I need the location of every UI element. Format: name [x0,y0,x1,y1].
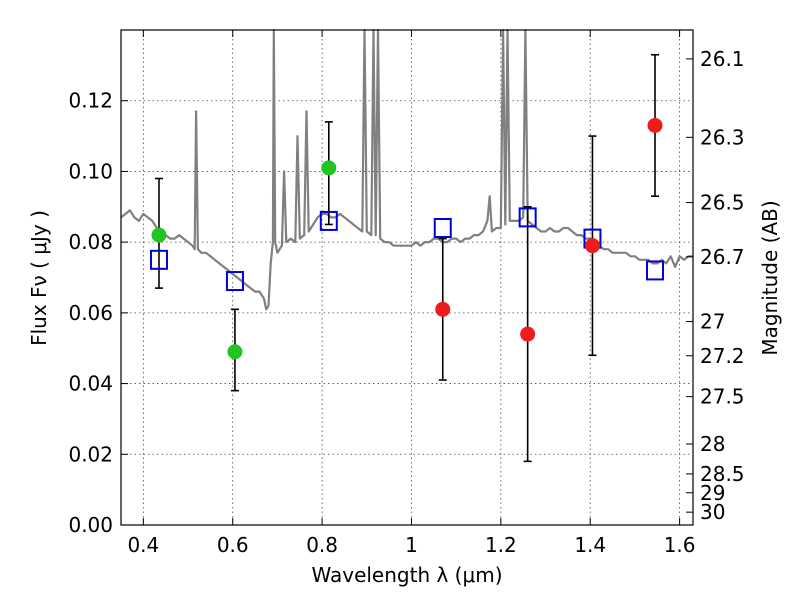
red-data-point [435,301,451,317]
y-axis-ticks: 0.00 0.02 0.04 0.06 0.08 0.10 0.12 [68,89,128,537]
red-data-point [584,238,600,254]
error-bars [154,53,660,463]
x-axis-ticks: 0.4 0.6 0.8 1 1.2 1.4 1.6 [127,30,696,557]
x-tick-label: 0.8 [306,533,338,557]
right-tick-label: 26.1 [700,47,745,71]
right-tick-label: 30 [700,500,725,524]
right-axis-title: Magnitude (AB) [758,200,782,355]
x-tick-label: 0.6 [217,533,249,557]
model-square-marker [225,271,244,292]
green-data-point [321,160,337,176]
y-tick-label: 0.06 [68,301,113,325]
right-tick-label: 28.5 [700,462,745,486]
y-tick-label: 0.12 [68,89,113,113]
red-data-point [520,326,536,342]
spectrum-line [120,28,693,311]
red-data-point [647,117,663,133]
grid-lines [121,30,693,525]
model-square-marker [319,210,338,231]
model-square-marker [646,260,665,281]
y-tick-label: 0.08 [68,230,113,254]
x-axis-title: Wavelength λ (μm) [311,563,502,587]
right-tick-label: 26.3 [700,125,745,149]
y-tick-label: 0.04 [68,372,113,396]
plot-frame [120,29,694,526]
y-tick-label: 0.10 [68,159,113,183]
x-tick-label: 1.4 [574,533,606,557]
measured-points [151,117,663,360]
model-square-markers [149,207,665,292]
right-tick-label: 27.5 [700,385,745,409]
right-tick-label: 27.2 [700,344,745,368]
y-axis-title: Flux Fν ( μJy ) [27,210,51,346]
right-tick-label: 28 [700,432,725,456]
x-tick-label: 1 [405,533,418,557]
y-tick-label: 0.00 [68,513,113,537]
x-tick-label: 1.6 [664,533,696,557]
green-data-point [151,227,167,243]
model-square-marker [433,218,452,238]
model-square-marker [149,249,168,270]
y-tick-label: 0.02 [68,442,113,466]
spectrum-series [120,28,693,311]
right-tick-label: 26.5 [700,191,745,215]
x-tick-label: 1.2 [485,533,517,557]
right-tick-label: 26.7 [700,245,745,269]
model-square-marker [518,207,537,228]
x-tick-label: 0.4 [127,533,159,557]
right-tick-label: 29 [700,481,725,505]
right-tick-label: 27 [700,310,725,334]
green-data-point [227,344,243,360]
